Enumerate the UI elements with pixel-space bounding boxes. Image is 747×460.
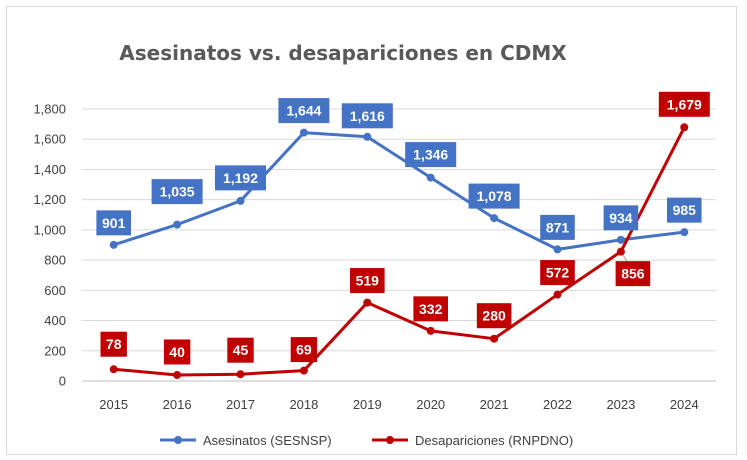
- data-point: [236, 370, 245, 379]
- x-tick-label: 2020: [416, 397, 445, 412]
- x-tick-label: 2021: [480, 397, 509, 412]
- data-label: 1,644: [286, 103, 321, 119]
- data-label: 1,346: [413, 147, 448, 163]
- data-point: [616, 247, 625, 256]
- data-point: [236, 196, 245, 205]
- legend-marker: [386, 436, 394, 444]
- data-point: [553, 245, 562, 254]
- data-label-box: [603, 205, 639, 231]
- data-label-box: [413, 296, 448, 322]
- data-label-box: [227, 337, 254, 363]
- x-tick-label: 2019: [353, 397, 382, 412]
- data-label-box: [163, 339, 191, 365]
- data-point: [490, 214, 499, 223]
- data-point: [680, 123, 689, 132]
- data-point: [490, 334, 499, 343]
- data-point: [109, 365, 118, 374]
- y-tick-label: 0: [59, 374, 66, 389]
- data-label: 45: [233, 342, 249, 358]
- series-line-1: [112, 131, 686, 251]
- data-label: 1,192: [223, 170, 258, 186]
- data-label-box: [100, 331, 127, 357]
- y-tick-label: 800: [44, 253, 66, 268]
- x-tick-label: 2017: [226, 397, 255, 412]
- x-axis-ticks: 2015 2016 2017 2018 2019 2020 2021 2022 2023 2024: [99, 397, 699, 412]
- data-label: 856: [621, 266, 645, 282]
- data-label: 1,679: [667, 96, 702, 112]
- x-tick-label: 2016: [163, 397, 192, 412]
- legend[interactable]: Asesinatos (SESNSP) Desapariciones (RNPDN…: [160, 433, 573, 448]
- data-label: 1,616: [350, 108, 385, 124]
- data-labels: 901 1,035 1,192 1,644 1,616 1,346 1,078 871 934 9…: [96, 91, 710, 365]
- chart-title: Asesinatos vs. desapariciones en CDMX: [119, 41, 567, 65]
- data-point: [426, 326, 435, 335]
- data-label: 78: [106, 336, 122, 352]
- series-lines: [112, 125, 686, 377]
- data-label-box: [658, 91, 710, 117]
- data-label: 901: [102, 215, 126, 231]
- data-label: 1,078: [477, 188, 512, 204]
- data-label-box: [476, 303, 512, 329]
- x-tick-label: 2023: [606, 397, 635, 412]
- data-label: 332: [419, 301, 443, 317]
- legend-marker: [174, 436, 182, 444]
- data-point: [426, 173, 435, 182]
- y-tick-label: 400: [44, 313, 66, 328]
- legend-entry: Asesinatos (SESNSP): [203, 433, 332, 448]
- x-tick-label: 2015: [99, 397, 128, 412]
- data-label-box: [151, 179, 203, 205]
- y-tick-label: 1,600: [33, 132, 66, 147]
- data-label-box: [405, 142, 457, 168]
- data-label: 871: [546, 219, 570, 235]
- data-point: [173, 220, 182, 229]
- data-label-box: [540, 214, 575, 240]
- data-point: [299, 366, 308, 375]
- data-point: [299, 128, 308, 137]
- y-tick-label: 1,200: [33, 192, 66, 207]
- data-point: [616, 235, 625, 244]
- data-label-box: [341, 103, 393, 129]
- data-points: [109, 123, 689, 379]
- y-axis-ticks: 0 200 400 600 800 1,000 1,200 1,400 1,600 1,800: [33, 102, 66, 389]
- x-tick-label: 2022: [543, 397, 572, 412]
- data-label-box: [96, 210, 131, 236]
- data-label-box: [615, 261, 651, 287]
- data-point: [680, 228, 689, 237]
- legend-entry: Desapariciones (RNPDNO): [415, 433, 573, 448]
- data-label: 985: [673, 202, 697, 218]
- series-line-2: [112, 125, 686, 377]
- x-tick-label: 2024: [670, 397, 699, 412]
- data-label-box: [350, 268, 385, 294]
- data-point: [173, 370, 182, 379]
- data-label-box: [468, 183, 520, 209]
- data-label-box: [290, 337, 318, 363]
- data-label-box: [278, 98, 330, 124]
- data-label: 1,035: [160, 184, 195, 200]
- data-label-box: [540, 260, 575, 286]
- y-tick-label: 200: [44, 343, 66, 358]
- x-tick-label: 2018: [289, 397, 318, 412]
- y-tick-label: 600: [44, 283, 66, 298]
- data-point: [363, 298, 372, 307]
- data-label-box: [667, 197, 702, 223]
- data-label: 572: [546, 265, 570, 281]
- data-label: 40: [169, 344, 185, 360]
- y-tick-label: 1,000: [33, 222, 66, 237]
- data-point: [363, 132, 372, 141]
- data-label-box: [215, 165, 266, 191]
- data-label: 69: [296, 342, 312, 358]
- data-label: 519: [356, 273, 380, 289]
- data-label: 280: [482, 308, 506, 324]
- y-tick-label: 1,800: [33, 102, 66, 117]
- data-point: [553, 290, 562, 299]
- data-label: 934: [609, 210, 633, 226]
- y-tick-label: 1,400: [33, 162, 66, 177]
- data-point: [109, 240, 118, 249]
